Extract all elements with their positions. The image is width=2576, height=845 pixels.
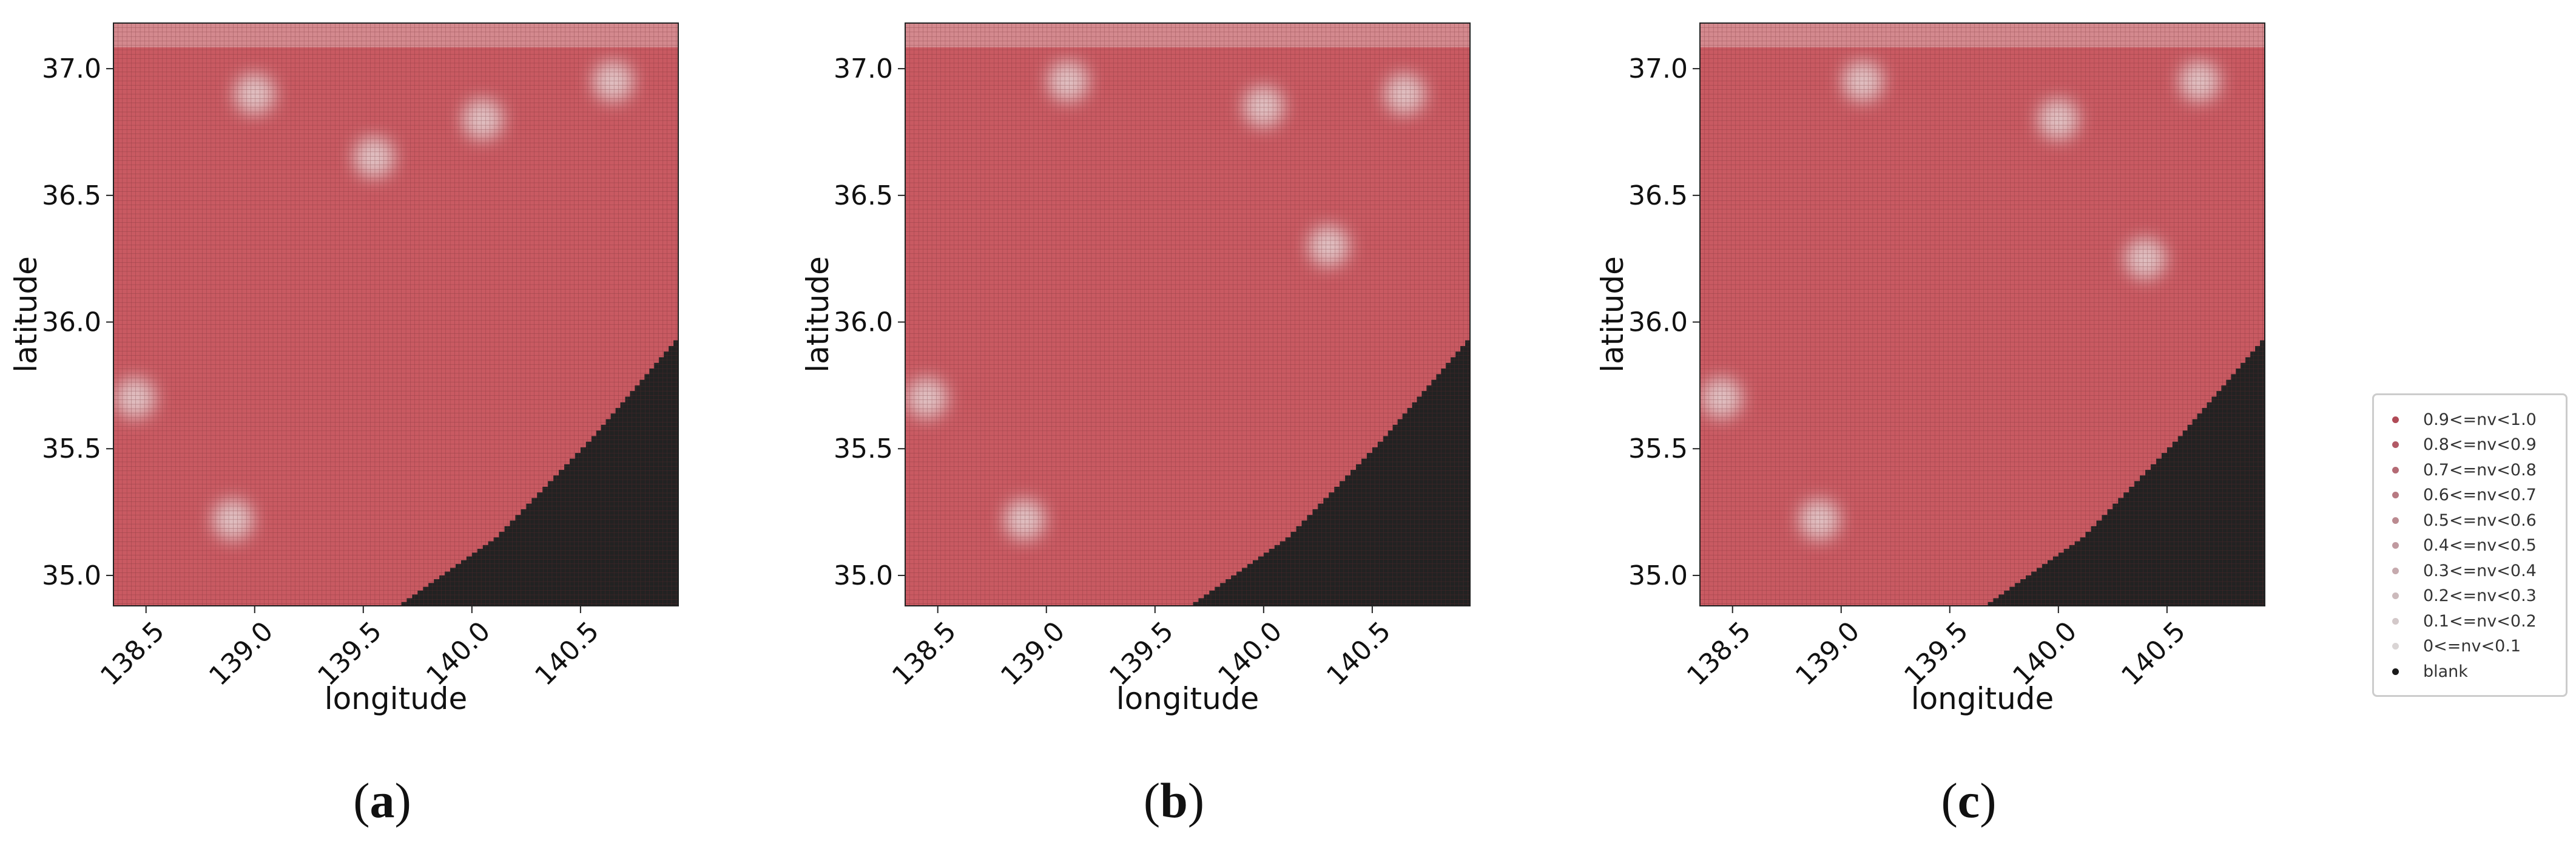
legend-marker [2392,416,2399,423]
legend-marker [2392,668,2399,675]
x-tick-label-a-0: 138.5 [95,616,170,691]
legend-label: 0.9<=nv<1.0 [2423,410,2537,429]
legend-label: 0.6<=nv<0.7 [2423,486,2537,504]
caption-b: (b) [1143,773,1205,828]
y-axis-label-a: latitude [8,256,44,373]
x-tick-label-b-0: 138.5 [886,616,962,691]
y-tick-label-c-3: 36.5 [1628,180,1688,211]
legend-item: 0.8<=nv<0.9 [2392,433,2537,457]
y-tick-label-b-1: 35.5 [834,433,893,464]
y-axis-label-b: latitude [800,256,835,373]
legend-marker [2392,441,2399,448]
plot-area-a [113,23,678,606]
legend-marker [2392,592,2399,599]
y-tick-label-b-2: 36.0 [834,307,893,338]
y-tick-label-a-2: 36.0 [42,307,101,338]
legend-marker [2392,542,2399,549]
legend-label: 0.7<=nv<0.8 [2423,460,2537,480]
x-tick-label-b-3: 140.0 [1212,616,1288,691]
panel-c: 138.5 139.0 139.5 140.0 140.5 35.0 35.5 36.0 36.… [1586,0,2345,845]
grid-overlay-c [1700,23,2265,606]
legend-item: 0.6<=nv<0.7 [2392,483,2537,507]
legend-marker [2392,567,2399,574]
y-tick-label-c-4: 37.0 [1628,53,1688,84]
x-tick-label-c-4: 140.5 [2116,616,2191,691]
legend-item: 0.1<=nv<0.2 [2392,609,2537,633]
legend-label: 0.4<=nv<0.5 [2423,536,2537,555]
grid-overlay-b [905,23,1470,606]
legend-label: 0.1<=nv<0.2 [2423,611,2537,631]
legend-item: blank [2392,659,2468,684]
legend-item: 0.4<=nv<0.5 [2392,534,2537,558]
x-tick-label-a-4: 140.5 [529,616,605,691]
legend-label: blank [2423,662,2468,681]
legend-item: 0.2<=nv<0.3 [2392,584,2537,608]
axes-frame-b [905,22,1471,606]
x-axis-label-a: longitude [325,681,468,716]
legend-item: 0.9<=nv<1.0 [2392,407,2537,432]
y-tick-label-a-0: 35.0 [42,560,101,591]
y-tick-label-c-0: 35.0 [1628,560,1688,591]
legend-marker [2392,466,2399,473]
axes-frame-a [113,22,679,606]
panel-a: 138.5 139.0 139.5 140.0 140.5 35.0 35.5 36.0 36.… [0,0,758,845]
y-tick-label-c-1: 35.5 [1628,433,1688,464]
x-tick-label-a-3: 140.0 [420,616,496,691]
y-tick-label-b-3: 36.5 [834,180,893,211]
y-axis-label-c: latitude [1595,256,1630,373]
y-tick-label-c-2: 36.0 [1628,307,1688,338]
legend-marker [2392,517,2399,524]
legend: 0.9<=nv<1.0 0.8<=nv<0.9 0.7<=nv<0.8 0.6<=nv… [2372,393,2568,697]
plot-area-c [1700,23,2265,606]
grid-overlay-a [113,23,678,606]
x-tick-label-c-2: 139.5 [1898,616,1974,691]
x-axis-label-b: longitude [1116,681,1259,716]
panel-b: 138.5 139.0 139.5 140.0 140.5 35.0 35.5 36.0 36.… [792,0,1550,845]
x-tick-label-a-1: 139.0 [203,616,279,691]
legend-label: 0.3<=nv<0.4 [2423,561,2537,580]
legend-item: 0.5<=nv<0.6 [2392,508,2537,532]
legend-marker [2392,643,2399,650]
legend-label: 0<=nv<0.1 [2423,637,2521,656]
x-axis-label-c: longitude [1911,681,2054,716]
caption-a: (a) [353,773,411,828]
legend-label: 0.5<=nv<0.6 [2423,511,2537,530]
legend-item: 0<=nv<0.1 [2392,634,2521,659]
x-tick-label-c-1: 139.0 [1790,616,1866,691]
y-tick-label-a-3: 36.5 [42,180,101,211]
heatmap-plot-b: 138.5 139.0 139.5 140.0 140.5 35.0 35.5 36.0 36.… [800,22,1471,716]
x-tick-label-c-3: 140.0 [2007,616,2083,691]
axes-frame-c [1699,22,2265,606]
x-tick-label-b-4: 140.5 [1321,616,1397,691]
legend-item: 0.3<=nv<0.4 [2392,558,2537,583]
legend-label: 0.2<=nv<0.3 [2423,586,2537,605]
legend-marker [2392,617,2399,625]
heatmap-plot-a: 138.5 139.0 139.5 140.0 140.5 35.0 35.5 36.0 36.… [8,22,679,716]
x-tick-label-b-2: 139.5 [1104,616,1179,691]
y-tick-label-b-4: 37.0 [834,53,893,84]
legend-marker [2392,492,2399,498]
caption-c: (c) [1941,773,1997,828]
y-tick-label-a-1: 35.5 [42,433,101,464]
x-tick-label-b-1: 139.0 [995,616,1071,691]
heatmap-plot-c: 138.5 139.0 139.5 140.0 140.5 35.0 35.5 36.0 36.… [1595,22,2265,716]
legend-label: 0.8<=nv<0.9 [2423,435,2537,454]
legend-item: 0.7<=nv<0.8 [2392,458,2537,482]
x-tick-label-c-0: 138.5 [1681,616,1757,691]
y-tick-label-a-4: 37.0 [42,53,101,84]
plot-area-b [905,23,1470,606]
x-tick-label-a-2: 139.5 [312,616,388,691]
y-tick-label-b-0: 35.0 [834,560,893,591]
